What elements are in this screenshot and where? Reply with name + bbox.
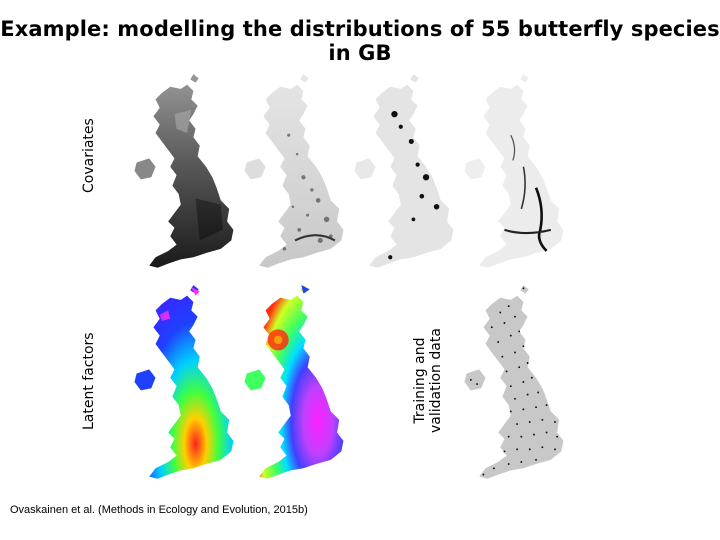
training-label-line2: validation data (428, 328, 444, 433)
training-validation-map (455, 283, 575, 483)
covariate-map-3 (345, 72, 465, 272)
latent-factor-map-2 (235, 283, 355, 483)
citation: Ovaskainen et al. (Methods in Ecology an… (10, 504, 308, 516)
covariate-map-1 (125, 72, 245, 272)
latent-factors-label: Latent factors (81, 332, 97, 430)
slide-title: Example: modelling the distributions of … (0, 17, 720, 65)
covariates-label: Covariates (81, 118, 97, 193)
training-label-line1: Training and (412, 337, 428, 424)
covariate-map-4 (455, 72, 575, 272)
covariate-map-2 (235, 72, 355, 272)
training-validation-label: Training and validation data (412, 328, 444, 433)
latent-factor-map-1 (125, 283, 245, 483)
